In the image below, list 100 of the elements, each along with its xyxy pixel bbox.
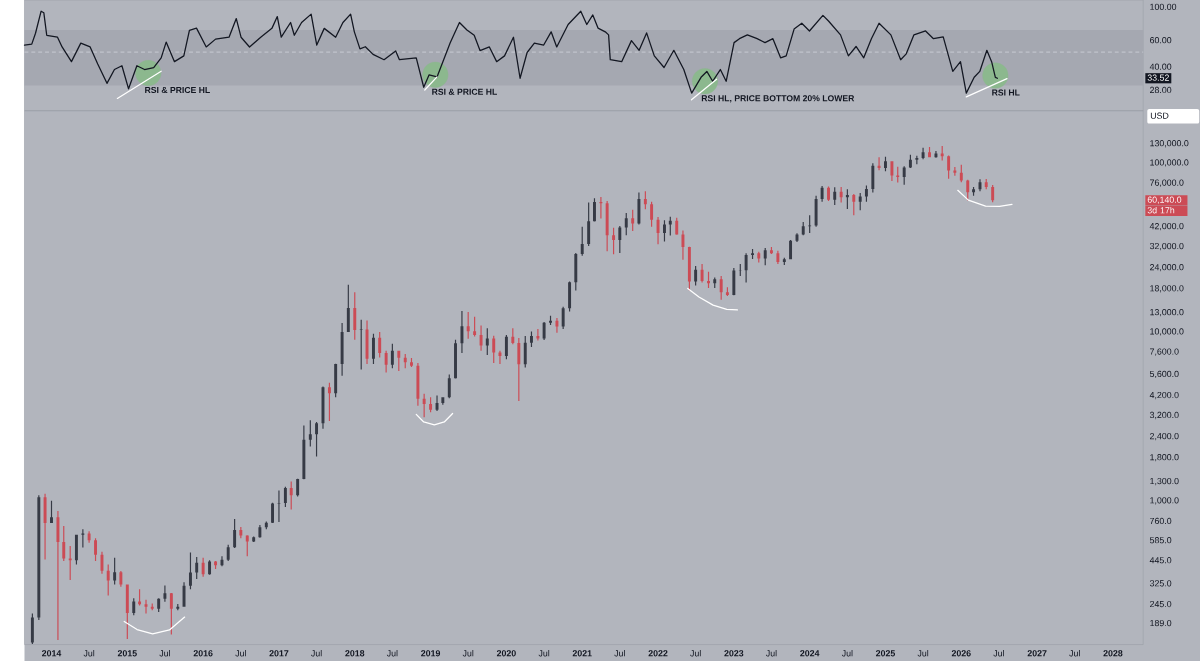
candlestick (378, 331, 382, 358)
candlestick (763, 247, 767, 266)
x-tick-label: Jul (917, 649, 929, 657)
y-tick-label: 2,400.0 (1150, 432, 1179, 441)
candlestick (119, 570, 123, 587)
candlestick (668, 216, 672, 236)
x-tick-label: Jul (159, 649, 170, 657)
candlestick (517, 337, 521, 401)
candlestick (663, 220, 666, 242)
x-tick-label: 2023 (724, 650, 744, 657)
candlestick (978, 179, 982, 192)
x-tick-label: 2026 (951, 650, 971, 657)
y-tick-label: 76,000.0 (1150, 179, 1184, 187)
y-tick-label: 100,000.0 (1150, 159, 1189, 167)
x-tick-label: Jul (765, 649, 777, 657)
candlestick (56, 510, 60, 640)
x-tick-label: Jul (690, 649, 701, 657)
candlestick (157, 598, 161, 612)
candlestick (208, 560, 212, 575)
y-tick-label: 1,000.0 (1150, 497, 1179, 505)
y-tick-label: 100.00 (1150, 3, 1177, 10)
candlestick (561, 306, 565, 329)
candlestick (94, 538, 98, 561)
y-tick-label: 60.00 (1150, 36, 1172, 44)
y-tick-label: 3,200.0 (1149, 411, 1179, 420)
line-series (687, 287, 739, 311)
candlestick (346, 284, 350, 332)
candlestick (814, 195, 818, 227)
candlestick (827, 186, 830, 201)
candlestick (675, 217, 679, 235)
candlestick (871, 163, 875, 193)
line-series (415, 412, 454, 426)
x-tick-label: Jul (83, 649, 95, 657)
candlestick (890, 161, 894, 181)
y-tick-label: 245.0 (1150, 600, 1172, 608)
candlestick (947, 155, 951, 179)
candlestick (195, 556, 199, 579)
x-tick-label: Jul (462, 649, 474, 657)
candlestick (441, 397, 445, 405)
candlestick (574, 252, 578, 291)
candlestick (390, 343, 394, 369)
candlestick (283, 486, 287, 507)
candlestick (801, 221, 805, 236)
x-tick-label: 2022 (648, 650, 668, 657)
candlestick (37, 495, 41, 620)
candlestick (233, 518, 237, 548)
x-tick-label: 2015 (117, 650, 137, 657)
candlestick (789, 239, 793, 260)
y-tick-label: 40.00 (1149, 63, 1172, 70)
candlestick (384, 350, 388, 373)
candlestick (132, 598, 136, 616)
candlestick (915, 155, 919, 165)
candlestick (624, 213, 628, 236)
candlestick (473, 316, 477, 337)
candlestick (169, 592, 173, 635)
candlestick (447, 374, 451, 399)
candlestick (138, 589, 142, 606)
annotation: RSI & PRICE HL (432, 88, 497, 95)
annotation: RSI HL (992, 89, 1020, 96)
candlestick (296, 478, 300, 497)
candlestick (106, 564, 110, 596)
x-tick-label: 2027 (1027, 650, 1047, 657)
x-tick-label: Jul (235, 649, 246, 657)
x-tick-label: 2018 (345, 650, 365, 657)
candlestick (113, 557, 117, 585)
candlestick (62, 525, 66, 561)
candlestick (410, 357, 413, 367)
candlestick (87, 531, 91, 543)
candlestick (921, 147, 925, 160)
candlestick (485, 328, 489, 355)
candlestick (732, 267, 736, 296)
y-tick-label: 5,600.0 (1149, 370, 1179, 378)
candlestick (416, 362, 420, 406)
line-series (123, 616, 186, 635)
candlestick (252, 536, 256, 542)
candlestick (972, 186, 976, 196)
candlestick (511, 328, 515, 345)
candlestick (934, 150, 938, 158)
candlestick (593, 198, 596, 222)
candlestick (429, 397, 433, 413)
candlestick (687, 246, 691, 291)
x-tick-label: 2014 (42, 650, 62, 657)
x-tick-label: 2019 (421, 650, 441, 657)
x-tick-label: Jul (386, 649, 398, 657)
candlestick (725, 287, 729, 296)
text: 60,140.0 (1147, 196, 1182, 204)
candlestick (631, 209, 635, 231)
y-tick-label: 32,000.0 (1149, 242, 1184, 251)
candlestick (125, 584, 129, 639)
candlestick (719, 275, 723, 300)
candlestick (612, 227, 616, 255)
candlestick (334, 363, 338, 398)
candlestick (271, 502, 274, 523)
candlestick (353, 292, 357, 340)
y-tick-label: 585.0 (1149, 536, 1172, 544)
candlestick (530, 331, 533, 347)
candlestick (549, 315, 552, 325)
candlestick (984, 178, 988, 190)
y-tick-label: 445.0 (1149, 557, 1172, 564)
candlestick (700, 264, 704, 283)
